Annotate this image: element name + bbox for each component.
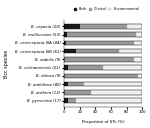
Bar [64, 41, 66, 45]
Bar [126, 24, 142, 29]
Bar [138, 74, 142, 78]
Bar [136, 32, 142, 37]
X-axis label: Proportion of STs (%): Proportion of STs (%) [82, 120, 124, 124]
Bar [64, 32, 67, 37]
Bar [68, 98, 76, 103]
Bar [119, 49, 142, 53]
Bar [134, 57, 142, 62]
Y-axis label: Bcc species: Bcc species [4, 49, 9, 78]
Bar [64, 24, 80, 29]
Bar [64, 98, 68, 103]
Bar [64, 65, 142, 70]
Bar [68, 82, 84, 86]
Bar [67, 32, 136, 37]
Bar [64, 57, 142, 62]
Legend: Both, Clinical, Environmental: Both, Clinical, Environmental [73, 6, 140, 12]
Bar [64, 74, 142, 78]
Bar [64, 82, 68, 86]
Bar [64, 57, 134, 62]
Bar [64, 82, 142, 86]
Bar [64, 32, 142, 37]
Bar [64, 90, 142, 95]
Bar [64, 74, 138, 78]
Bar [64, 65, 68, 70]
Bar [84, 82, 142, 86]
Bar [64, 98, 142, 103]
Bar [64, 49, 76, 53]
Bar [64, 24, 142, 29]
Bar [103, 65, 142, 70]
Bar [64, 90, 92, 95]
Bar [80, 24, 126, 29]
Bar [64, 41, 142, 45]
Bar [64, 49, 142, 53]
Bar [66, 41, 134, 45]
Bar [68, 65, 103, 70]
Bar [76, 49, 119, 53]
Bar [76, 98, 142, 103]
Bar [92, 90, 142, 95]
Bar [134, 41, 142, 45]
